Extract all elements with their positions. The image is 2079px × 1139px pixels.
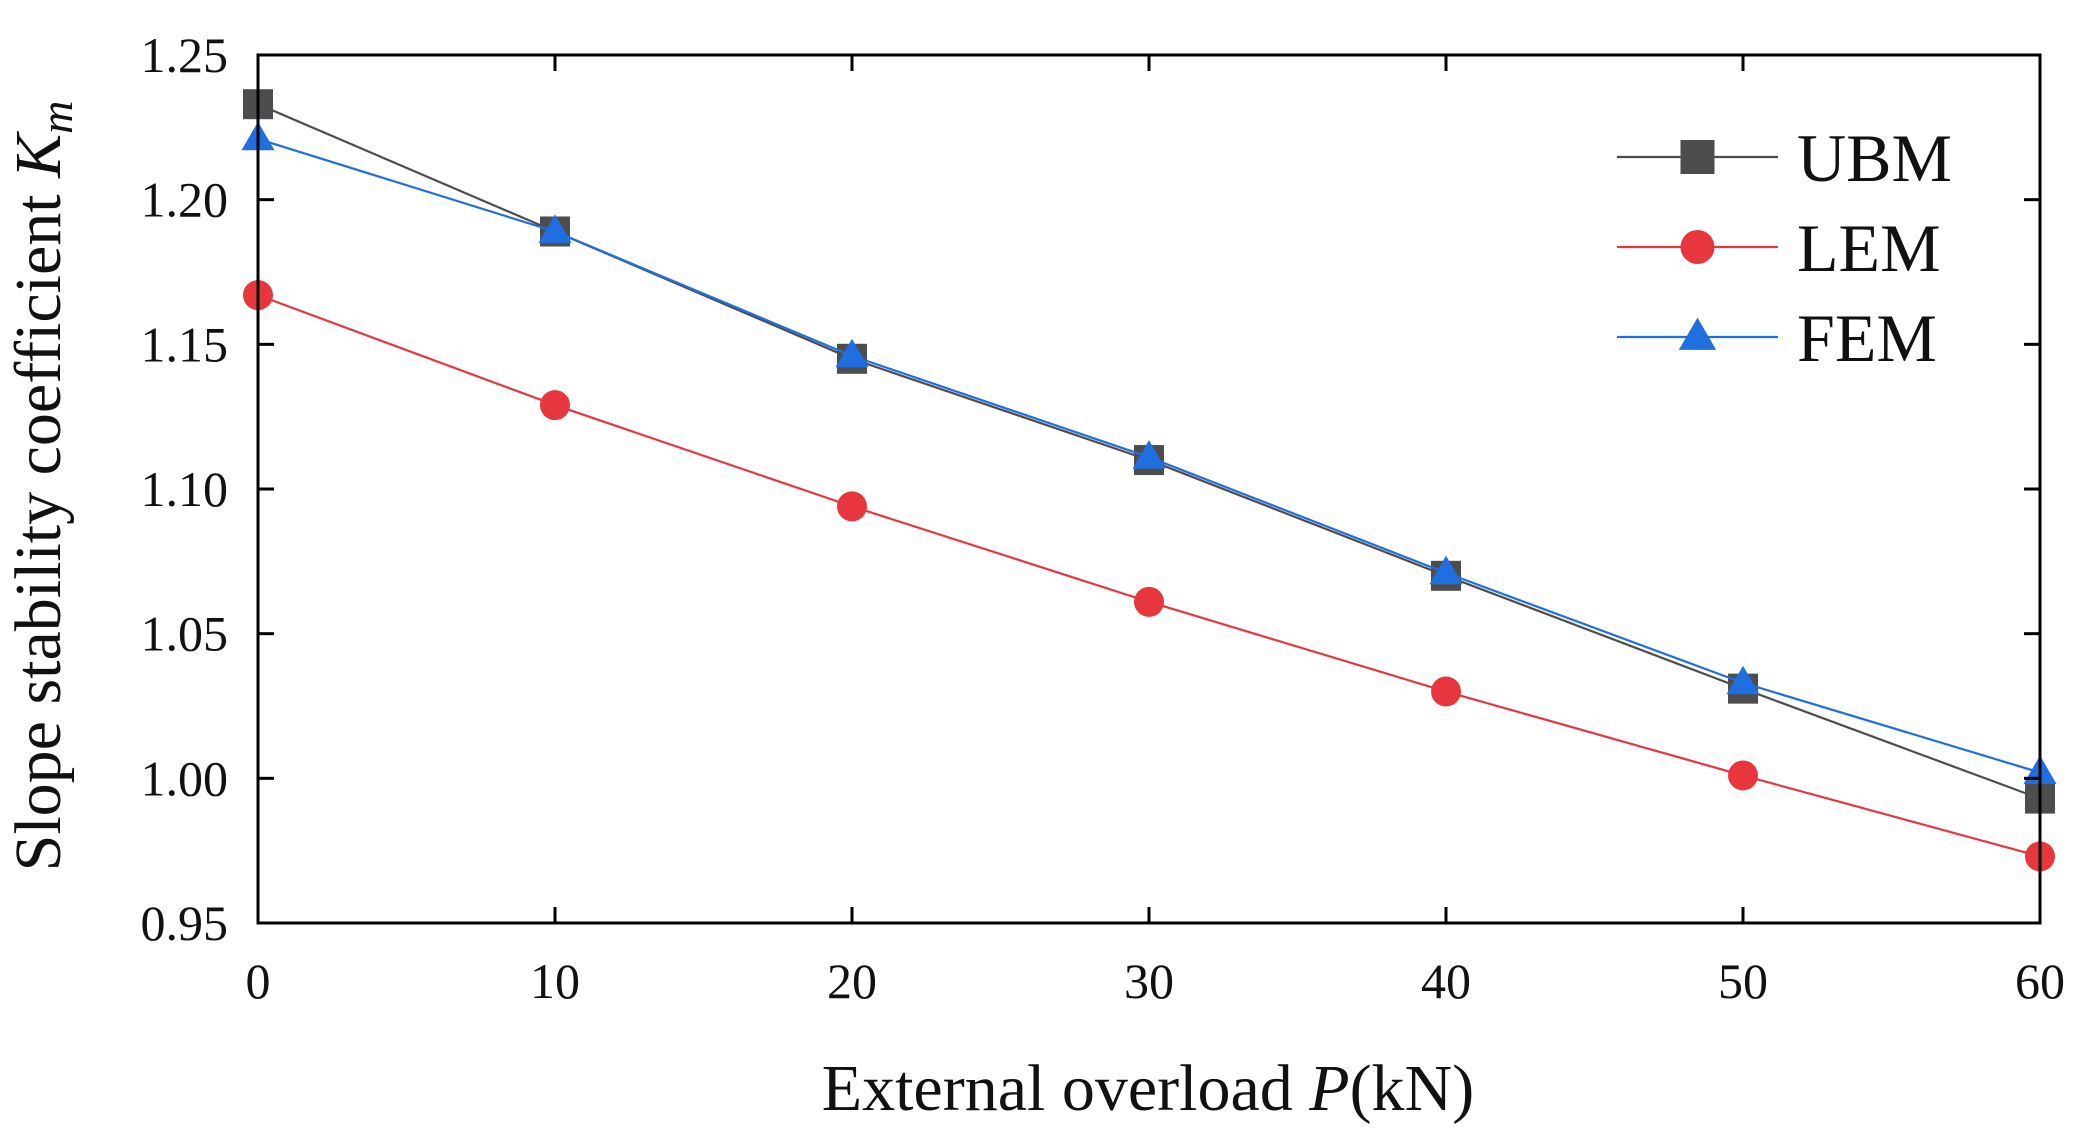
svg-text:External overload P(kN): External overload P(kN) xyxy=(822,1052,1474,1125)
x-tick-label-40: 40 xyxy=(1421,953,1471,1009)
series-layer xyxy=(241,89,2057,872)
y-axis-title: Slope stability coefficient Km xyxy=(2,101,82,872)
legend-label-ubm: UBM xyxy=(1797,120,1952,196)
plot-frame xyxy=(256,53,2042,925)
legend-entry-lem: LEM xyxy=(1617,210,1941,286)
x-axis-title-variable: P xyxy=(1308,1052,1349,1125)
legend-marker-ubm xyxy=(1680,140,1715,174)
y-tick-label-1.15: 1.15 xyxy=(141,316,229,372)
legend-marker-fem xyxy=(1678,317,1717,350)
y-tick-label-1.00: 1.00 xyxy=(141,750,229,806)
y-tick-label-1.05: 1.05 xyxy=(141,606,229,662)
legend-marker-lem xyxy=(1680,230,1715,264)
series-line-lem xyxy=(257,294,2041,858)
x-tick-label-10: 10 xyxy=(530,953,580,1009)
legend-entry-ubm: UBM xyxy=(1617,120,1952,196)
legend-label-lem: LEM xyxy=(1797,210,1941,286)
data-point-lem-30 xyxy=(1134,586,1164,617)
y-axis-title-subscript: m xyxy=(31,101,82,134)
legend-entry-fem: FEM xyxy=(1617,300,1937,376)
x-tick-label-20: 20 xyxy=(827,953,877,1009)
y-axis-title-variable: K xyxy=(2,131,75,179)
data-point-lem-50 xyxy=(1728,760,1758,791)
x-axis-title-suffix: (kN) xyxy=(1350,1052,1475,1125)
data-point-fem-50 xyxy=(1726,665,1760,695)
data-point-lem-20 xyxy=(837,491,867,522)
series-fem xyxy=(241,121,2057,784)
data-point-fem-20 xyxy=(835,338,869,368)
x-tick-label-0: 0 xyxy=(246,953,271,1009)
y-tick-label-1.20: 1.20 xyxy=(141,172,229,228)
data-point-fem-30 xyxy=(1132,440,1166,469)
x-axis-title-prefix: External overload xyxy=(822,1052,1309,1125)
data-point-fem-40 xyxy=(1429,555,1463,585)
series-lem xyxy=(243,280,2055,872)
y-tick-label-0.95: 0.95 xyxy=(141,895,229,951)
data-point-fem-10 xyxy=(538,214,572,243)
x-tick-label-30: 30 xyxy=(1124,953,1174,1009)
data-point-lem-40 xyxy=(1431,676,1461,707)
y-tick-label-1.25: 1.25 xyxy=(141,27,229,83)
x-tick-label-60: 60 xyxy=(2015,953,2065,1009)
legend: UBM LEM FEM xyxy=(1617,120,1952,376)
y-tick-label-1.10: 1.10 xyxy=(141,461,229,517)
legend-label-fem: FEM xyxy=(1797,300,1937,376)
svg-text:Slope stability coefficient Km: Slope stability coefficient Km xyxy=(2,101,82,872)
axes-layer: 0 10 20 30 40 50 60 0.95 1.00 1.05 1.10 1.15 1.20 1.2… xyxy=(141,27,2066,1009)
x-tick-label-50: 50 xyxy=(1718,953,1768,1009)
data-point-lem-10 xyxy=(540,390,570,421)
y-axis-title-prefix: Slope stability coefficient xyxy=(2,178,75,871)
x-axis-title: External overload P(kN) xyxy=(822,1052,1474,1125)
